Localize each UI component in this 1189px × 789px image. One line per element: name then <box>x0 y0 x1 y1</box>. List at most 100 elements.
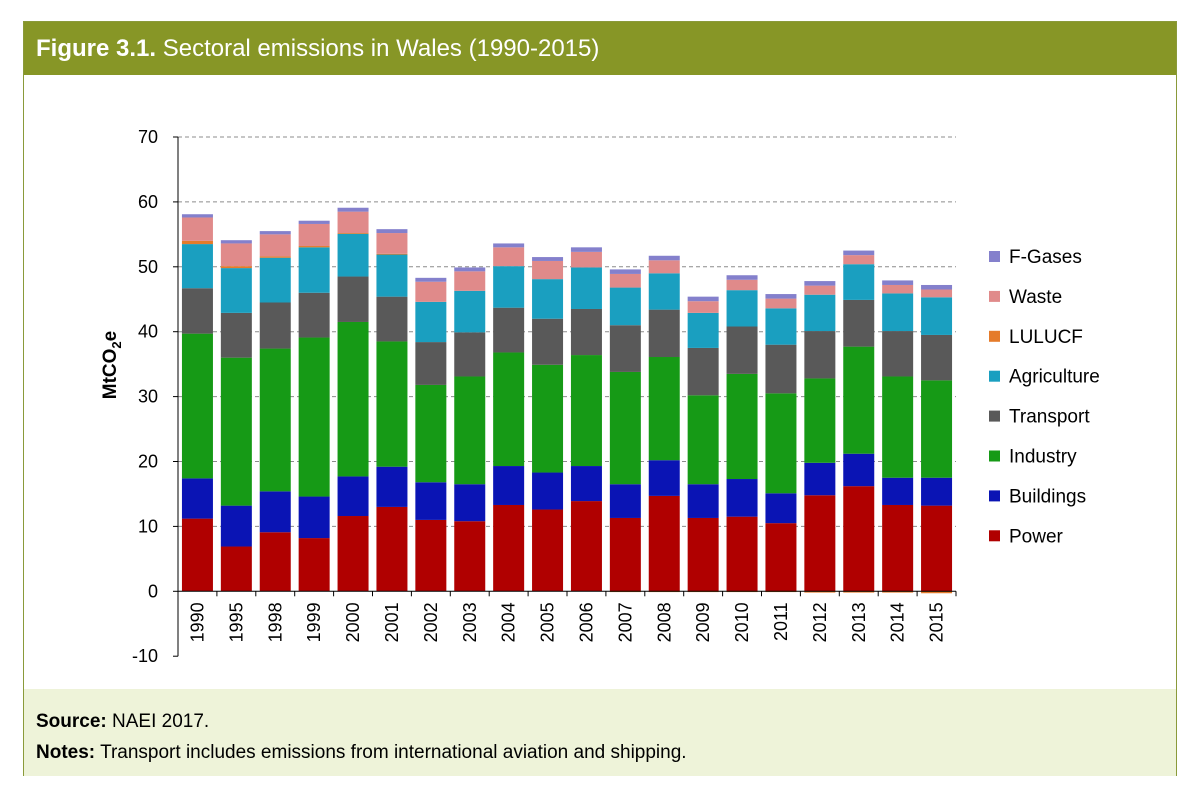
legend: F-Gases Waste LULUCF Agriculture Transport In… <box>989 247 1100 547</box>
bar-segment-buildings <box>532 472 564 510</box>
bar-segment-f-gases <box>259 231 291 235</box>
bar-segment-f-gases <box>298 220 330 224</box>
bar-segment-lulucf <box>181 240 213 245</box>
bar-segment-transport <box>454 332 486 377</box>
legend-swatch <box>989 290 1000 302</box>
bar-segment-buildings <box>687 484 719 518</box>
x-tick-label: 2005 <box>538 602 558 642</box>
bar-segment-waste <box>181 217 213 241</box>
bar-segment-transport <box>648 309 680 358</box>
bar-segment-waste <box>882 284 914 294</box>
legend-label: F-Gases <box>1009 247 1082 268</box>
bar-segment-f-gases <box>337 207 369 212</box>
bar-segment-agriculture <box>609 287 641 326</box>
x-tick-label: 2001 <box>382 602 402 642</box>
source-line: Source: NAEI 2017. <box>36 706 1176 737</box>
bar-segment-transport <box>220 312 252 358</box>
bar-segment-buildings <box>454 484 486 522</box>
bar-segment-f-gases <box>570 247 602 252</box>
bar-segment-f-gases <box>454 267 486 272</box>
bar-segment-power <box>298 538 330 592</box>
bar-segment-lulucf <box>843 591 875 593</box>
legend-label: LULUCF <box>1009 327 1083 348</box>
bar-segment-f-gases <box>648 255 680 261</box>
bar-segment-f-gases <box>921 284 953 290</box>
bar-segment-power <box>415 519 447 592</box>
y-tick-label: 60 <box>138 192 158 212</box>
x-tick-label: 2009 <box>693 602 713 642</box>
bar-segment-agriculture <box>181 244 213 289</box>
legend-label: Power <box>1009 526 1064 547</box>
x-tick-label: 2013 <box>849 602 869 642</box>
bar-segment-f-gases <box>415 277 447 282</box>
bar-segment-power <box>220 546 252 592</box>
bar-segment-transport <box>259 302 291 349</box>
bar-segment-lulucf <box>376 253 408 255</box>
bar-segment-industry <box>376 341 408 467</box>
source-label: Source: <box>36 711 107 732</box>
bar-stack-2004 <box>493 243 525 592</box>
bar-segment-agriculture <box>337 233 369 277</box>
bar-segment-waste <box>609 273 641 288</box>
bar-stack-2011 <box>765 294 797 593</box>
bar-segment-power <box>337 516 369 592</box>
figure-frame: Figure 3.1. Sectoral emissions in Wales … <box>23 21 1177 776</box>
bar-segment-buildings <box>415 482 447 520</box>
bar-segment-lulucf <box>220 266 252 269</box>
bar-segment-agriculture <box>532 279 564 319</box>
x-tick-label: 2012 <box>810 602 830 642</box>
legend-swatch <box>989 251 1000 262</box>
bar-segment-agriculture <box>376 254 408 297</box>
bar-segment-transport <box>376 296 408 342</box>
bar-segment-industry <box>609 371 641 485</box>
bar-segment-power <box>493 504 525 592</box>
bar-segment-lulucf <box>804 591 836 593</box>
bar-segment-waste <box>570 251 602 268</box>
bar-segment-transport <box>415 342 447 385</box>
bar-segment-transport <box>882 331 914 377</box>
bar-segment-waste <box>298 223 330 247</box>
bar-segment-power <box>609 517 641 592</box>
bar-segment-f-gases <box>687 296 719 302</box>
bar-stack-1995 <box>220 240 252 592</box>
bar-segment-waste <box>454 271 486 291</box>
bar-stack-2008 <box>648 255 680 593</box>
bar-segment-transport <box>298 292 330 338</box>
bar-segment-agriculture <box>220 268 252 313</box>
legend-item-agriculture: Agriculture <box>989 367 1100 388</box>
bar-stack-1998 <box>259 231 291 592</box>
stacked-bar-chart: -10 0 10 20 30 40 50 60 70 1990 1995 1998 1999 2000 20… <box>100 127 1100 666</box>
x-tick-label: 2008 <box>654 602 674 642</box>
bar-segment-f-gases <box>804 281 836 286</box>
bar-segment-industry <box>882 376 914 478</box>
y-axis-label-sub: 2 <box>109 341 124 348</box>
y-tick-label: 30 <box>138 387 158 407</box>
bar-segment-power <box>570 501 602 592</box>
bar-segment-waste <box>220 243 252 267</box>
bar-segment-industry <box>648 357 680 461</box>
bar-segment-f-gases <box>376 229 408 234</box>
bar-segment-waste <box>921 289 953 298</box>
bar-segment-transport <box>726 326 758 374</box>
bar-segment-agriculture <box>921 297 953 335</box>
x-tick-label: 1999 <box>304 602 324 642</box>
bar-segment-waste <box>337 211 369 234</box>
bars <box>181 207 953 594</box>
bar-segment-transport <box>570 308 602 356</box>
bar-segment-waste <box>687 301 719 313</box>
bar-segment-waste <box>376 233 408 254</box>
bar-segment-f-gases <box>765 294 797 299</box>
bar-segment-industry <box>220 357 252 506</box>
bar-segment-lulucf <box>259 256 291 258</box>
legend-item-industry: Industry <box>989 447 1077 468</box>
bar-segment-power <box>882 504 914 592</box>
bar-segment-industry <box>765 393 797 494</box>
legend-swatch <box>989 410 1000 422</box>
bar-stack-2000 <box>337 207 369 592</box>
bar-segment-power <box>687 517 719 592</box>
figure-footer: Source: NAEI 2017. Notes: Transport incl… <box>24 689 1176 776</box>
bar-segment-agriculture <box>493 266 525 308</box>
bar-segment-buildings <box>648 460 680 496</box>
bar-segment-transport <box>804 331 836 379</box>
bar-segment-buildings <box>337 476 369 517</box>
